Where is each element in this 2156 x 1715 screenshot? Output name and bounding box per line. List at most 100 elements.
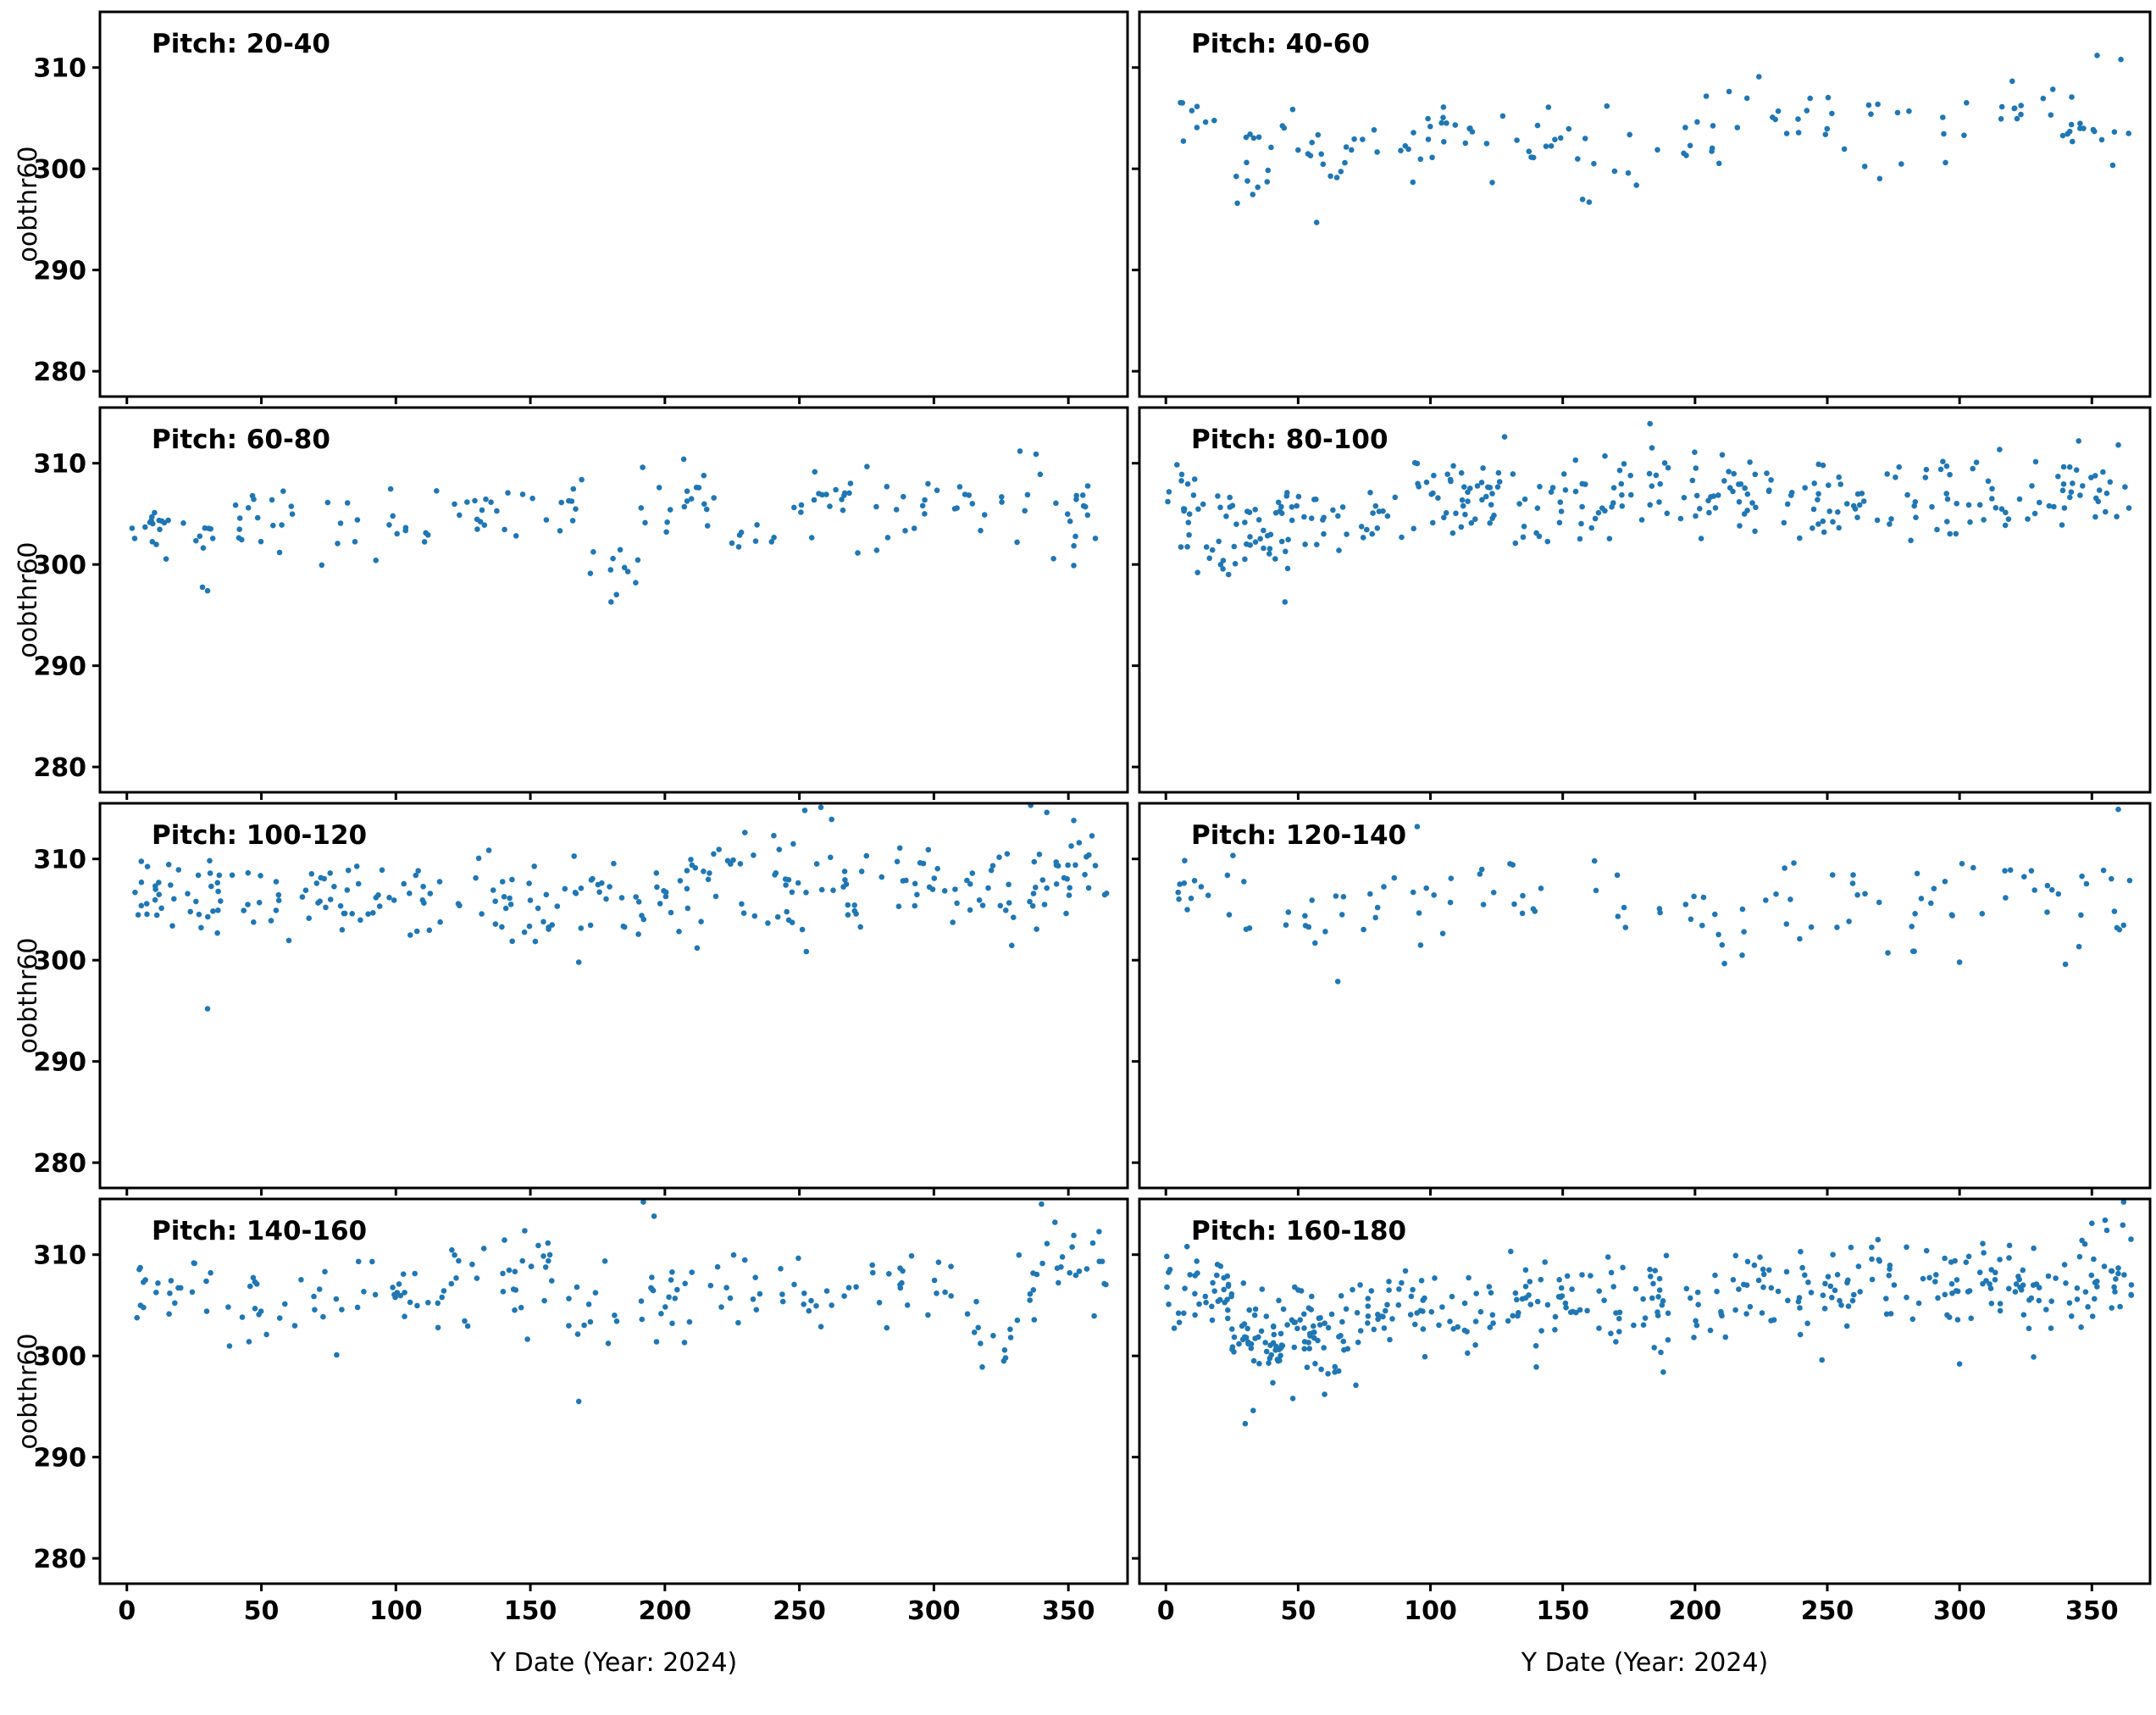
data-point bbox=[1652, 1268, 1658, 1274]
data-point bbox=[1339, 1318, 1345, 1325]
data-point bbox=[1327, 173, 1333, 180]
data-point bbox=[595, 881, 601, 888]
data-point bbox=[941, 888, 948, 894]
data-point bbox=[1682, 125, 1688, 130]
data-point bbox=[1084, 853, 1089, 860]
data-point bbox=[2006, 1255, 2012, 1261]
data-point bbox=[1262, 1340, 1268, 1346]
y-axis-label: oobthr60 bbox=[14, 146, 43, 263]
data-point bbox=[1527, 1279, 1533, 1285]
data-point bbox=[1184, 480, 1191, 487]
data-point bbox=[1338, 1293, 1344, 1299]
data-point bbox=[2120, 922, 2127, 929]
data-point bbox=[1665, 464, 1671, 471]
data-point bbox=[1184, 544, 1190, 550]
data-point bbox=[1332, 1363, 1338, 1370]
data-point bbox=[839, 497, 845, 502]
data-point bbox=[435, 1324, 441, 1331]
data-point bbox=[199, 584, 206, 591]
panel-border bbox=[1138, 1197, 2152, 1585]
data-point bbox=[134, 1314, 140, 1321]
data-point bbox=[1231, 1349, 1237, 1355]
data-point bbox=[1427, 124, 1433, 130]
data-point bbox=[207, 870, 213, 876]
data-point bbox=[1640, 1322, 1647, 1328]
data-point bbox=[808, 1297, 814, 1304]
data-point bbox=[1855, 1263, 1862, 1269]
data-point bbox=[752, 538, 759, 544]
data-point bbox=[1757, 1254, 1763, 1260]
data-point bbox=[1732, 1307, 1738, 1313]
data-point bbox=[1255, 184, 1261, 191]
data-point bbox=[1934, 526, 1940, 533]
data-point bbox=[1278, 1352, 1283, 1359]
data-point bbox=[485, 847, 492, 853]
data-point bbox=[1209, 547, 1216, 553]
data-point bbox=[1489, 491, 1495, 497]
data-point bbox=[1820, 1292, 1826, 1298]
data-point bbox=[1968, 1315, 1974, 1322]
data-point bbox=[1942, 879, 1948, 885]
data-point bbox=[1278, 510, 1285, 516]
data-point bbox=[236, 526, 242, 532]
data-point bbox=[2069, 94, 2075, 100]
data-point bbox=[853, 911, 859, 917]
data-point bbox=[1693, 513, 1699, 519]
data-point bbox=[512, 1307, 518, 1313]
data-point bbox=[1980, 1240, 1986, 1246]
data-point bbox=[2100, 469, 2106, 475]
data-point bbox=[1250, 135, 1257, 142]
data-point bbox=[1033, 885, 1039, 891]
y-axis-label: oobthr60 bbox=[14, 541, 43, 658]
data-point bbox=[1453, 510, 1459, 517]
data-point bbox=[1091, 1313, 1097, 1319]
data-point bbox=[799, 926, 806, 933]
data-point bbox=[897, 1285, 904, 1291]
data-point bbox=[1658, 1349, 1664, 1356]
data-point bbox=[1089, 1240, 1096, 1246]
data-point bbox=[2076, 438, 2081, 444]
data-point bbox=[519, 1257, 525, 1264]
data-point bbox=[1067, 518, 1073, 524]
data-point bbox=[895, 903, 902, 909]
data-point bbox=[662, 889, 669, 896]
data-point bbox=[1314, 541, 1320, 547]
data-point bbox=[1804, 108, 1810, 114]
data-point bbox=[1231, 1334, 1238, 1340]
data-point bbox=[1956, 1361, 1963, 1367]
data-point bbox=[1333, 893, 1339, 899]
data-point bbox=[1582, 136, 1588, 142]
panel-pitch-20-40: Pitch: 20-40 280 290 300 310 bbox=[33, 10, 1129, 404]
data-point bbox=[1229, 1326, 1235, 1332]
data-point bbox=[754, 522, 760, 528]
data-point bbox=[1466, 125, 1472, 132]
data-point bbox=[1228, 1293, 1234, 1300]
data-point bbox=[256, 1312, 262, 1318]
data-point bbox=[607, 567, 614, 573]
panel-title: Pitch: 160-180 bbox=[1191, 1216, 1407, 1246]
data-point bbox=[730, 1252, 737, 1258]
data-point bbox=[1527, 1302, 1534, 1307]
data-point bbox=[1797, 1331, 1804, 1338]
data-point bbox=[1285, 909, 1292, 915]
data-point bbox=[768, 539, 775, 545]
y-tick-label: 300 bbox=[33, 946, 86, 976]
data-point bbox=[1697, 506, 1703, 512]
data-point bbox=[1422, 1353, 1428, 1360]
data-point bbox=[1656, 1287, 1663, 1293]
data-point bbox=[1480, 465, 1486, 471]
data-point bbox=[1558, 508, 1565, 514]
data-point bbox=[1166, 1302, 1172, 1307]
data-point bbox=[1810, 506, 1817, 513]
data-point bbox=[528, 1263, 535, 1269]
data-point bbox=[198, 924, 204, 931]
data-point bbox=[1949, 1290, 1955, 1296]
data-point bbox=[1189, 108, 1195, 114]
data-point bbox=[2060, 463, 2067, 470]
data-point bbox=[2115, 1270, 2121, 1277]
data-point bbox=[1410, 179, 1416, 186]
data-point bbox=[587, 922, 594, 929]
data-point bbox=[1625, 169, 1632, 176]
data-point bbox=[2066, 128, 2073, 135]
data-point bbox=[507, 895, 513, 902]
